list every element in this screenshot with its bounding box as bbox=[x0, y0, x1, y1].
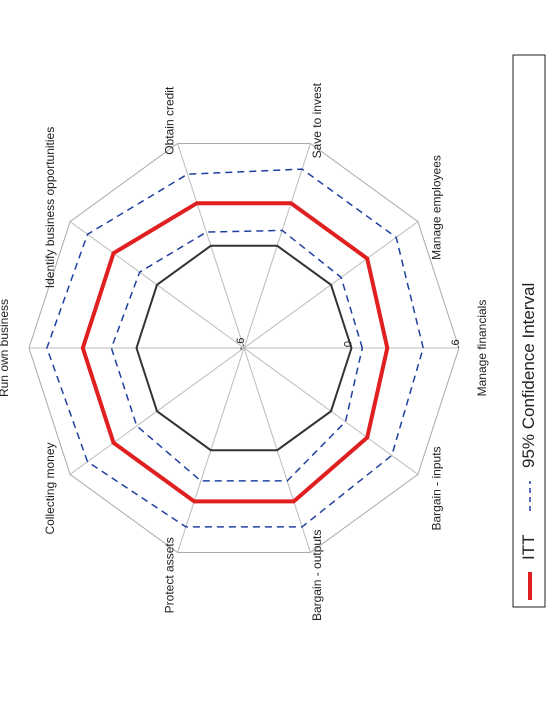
tick-label-2: 0 bbox=[343, 341, 355, 347]
series-line-itt bbox=[83, 203, 388, 501]
legend-label-itt: ITT bbox=[519, 535, 538, 561]
axis-label-bargain-inputs: Bargain - inputs bbox=[430, 446, 444, 530]
axis-label-bargain-outputs: Bargain - outputs bbox=[310, 530, 324, 621]
axis-label-manage-financials: Manage financials bbox=[475, 300, 489, 397]
axis-label-protect-assets: Protect assets bbox=[162, 537, 176, 613]
axis-label-run-own-business: Run own business bbox=[0, 299, 11, 397]
tick-label-3: .6 bbox=[450, 339, 462, 348]
legend: ITT 95% Confidence Interval bbox=[513, 55, 545, 607]
axis-label-manage-employees: Manage employees bbox=[430, 155, 444, 260]
radar-plot-area: -.6 0 .6 Manage financials Manage employees S… bbox=[0, 82, 489, 621]
axis-label-identify-business-opportunities: Identify business opportunities bbox=[43, 127, 57, 288]
tick-label-1: -.6 bbox=[235, 338, 247, 351]
axis-label-collecting-money: Collecting money bbox=[43, 442, 57, 534]
axis-label-save-to-invest: Save to invest bbox=[310, 82, 324, 158]
legend-label-ci: 95% Confidence Interval bbox=[519, 283, 538, 468]
axis-label-obtain-credit: Obtain credit bbox=[162, 86, 176, 155]
series-line-95-confidence-interval-lower bbox=[111, 230, 362, 481]
